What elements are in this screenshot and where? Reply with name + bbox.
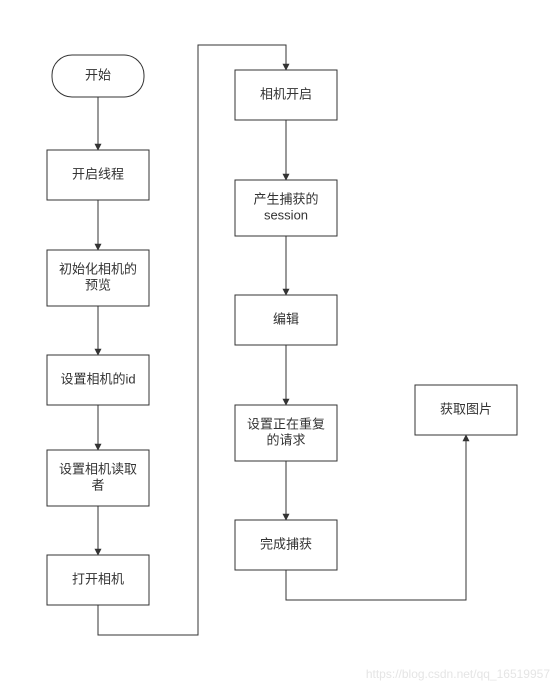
node-label-reader-1: 者 xyxy=(91,477,104,492)
watermark-text: https://blog.csdn.net/qq_16519957 xyxy=(366,667,550,681)
node-start: 开始 xyxy=(52,55,144,97)
node-done: 完成捕获 xyxy=(235,520,337,570)
node-label-repeat-0: 设置正在重复 xyxy=(247,416,325,431)
node-camopen: 相机开启 xyxy=(235,70,337,120)
node-label-session-1: session xyxy=(264,207,308,222)
node-label-done: 完成捕获 xyxy=(260,536,312,551)
node-open: 打开相机 xyxy=(47,555,149,605)
node-edit: 编辑 xyxy=(235,295,337,345)
node-label-preview-1: 预览 xyxy=(85,277,111,292)
node-reader: 设置相机读取者 xyxy=(47,450,149,506)
node-repeat: 设置正在重复的请求 xyxy=(235,405,337,461)
flowchart-canvas: 开始开启线程初始化相机的预览设置相机的id 设置相机读取者打开相机 相机开启产生捕获… xyxy=(0,0,556,685)
node-label-setid: 设置相机的id xyxy=(60,371,135,386)
node-label-getimg: 获取图片 xyxy=(440,401,492,416)
node-label-preview-0: 初始化相机的 xyxy=(59,261,137,276)
node-setid: 设置相机的id xyxy=(47,355,149,405)
node-label-session-0: 产生捕获的 xyxy=(253,191,318,206)
node-label-repeat-1: 的请求 xyxy=(266,432,305,447)
node-session: 产生捕获的session xyxy=(235,180,337,236)
node-thread: 开启线程 xyxy=(47,150,149,200)
node-label-open: 打开相机 xyxy=(72,571,124,586)
node-label-thread: 开启线程 xyxy=(72,166,124,181)
node-label-edit: 编辑 xyxy=(273,311,299,326)
node-label-camopen: 相机开启 xyxy=(260,86,312,101)
nodes-layer: 开始开启线程初始化相机的预览设置相机的id 设置相机读取者打开相机 相机开启产生捕获… xyxy=(47,55,517,605)
node-label-reader-0: 设置相机读取 xyxy=(59,461,137,476)
node-label-start: 开始 xyxy=(85,67,111,82)
node-preview: 初始化相机的预览 xyxy=(47,250,149,306)
node-getimg: 获取图片 xyxy=(415,385,517,435)
